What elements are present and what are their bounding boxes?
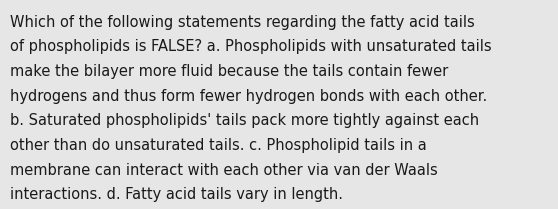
Text: of phospholipids is FALSE? a. Phospholipids with unsaturated tails: of phospholipids is FALSE? a. Phospholip…	[10, 39, 492, 54]
Text: hydrogens and thus form fewer hydrogen bonds with each other.: hydrogens and thus form fewer hydrogen b…	[10, 89, 487, 104]
Text: Which of the following statements regarding the fatty acid tails: Which of the following statements regard…	[10, 15, 475, 30]
Text: interactions. d. Fatty acid tails vary in length.: interactions. d. Fatty acid tails vary i…	[10, 187, 343, 202]
Text: membrane can interact with each other via van der Waals: membrane can interact with each other vi…	[10, 163, 438, 178]
Text: make the bilayer more fluid because the tails contain fewer: make the bilayer more fluid because the …	[10, 64, 448, 79]
Text: b. Saturated phospholipids' tails pack more tightly against each: b. Saturated phospholipids' tails pack m…	[10, 113, 479, 128]
Text: other than do unsaturated tails. c. Phospholipid tails in a: other than do unsaturated tails. c. Phos…	[10, 138, 427, 153]
